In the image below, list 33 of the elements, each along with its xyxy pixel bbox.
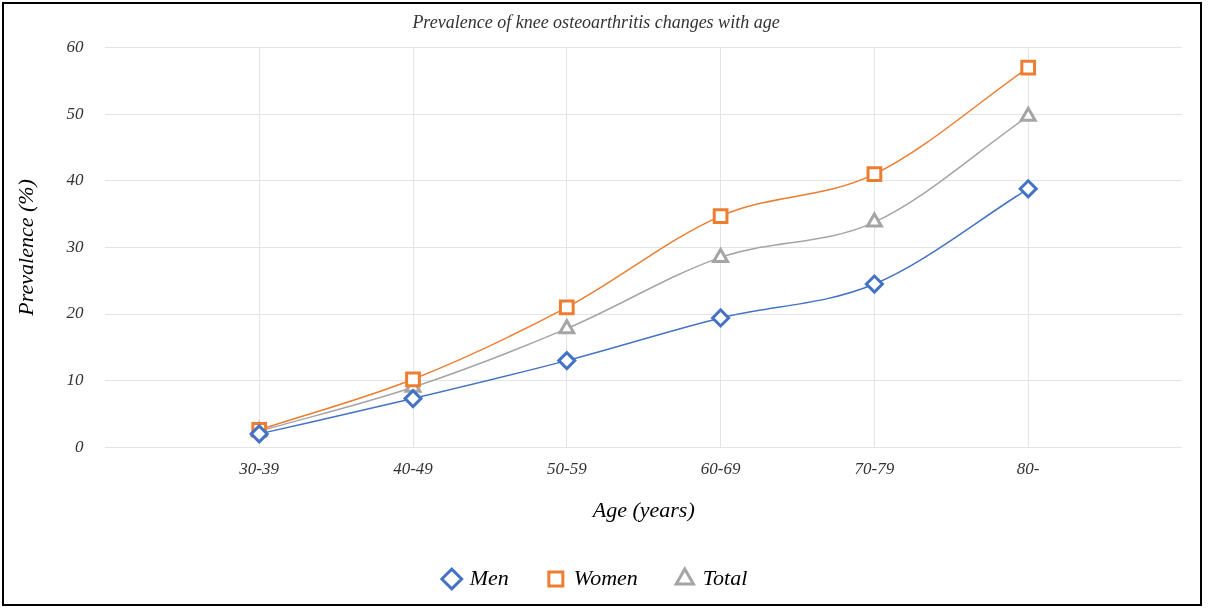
point [865, 212, 883, 228]
point [711, 308, 731, 328]
x-tick-label: 80- [1016, 458, 1040, 478]
point [864, 274, 884, 294]
y-tick-label: 60 [66, 37, 84, 57]
x-tick-label: 50-59 [546, 458, 588, 478]
point [558, 299, 575, 316]
x-tick-label: 70-79 [854, 458, 895, 478]
y-tick-label: 20 [66, 303, 84, 323]
point [1018, 179, 1038, 199]
point [866, 166, 883, 182]
point [1020, 59, 1037, 76]
point [249, 424, 269, 444]
legend-label: Total [702, 564, 748, 590]
point [557, 351, 577, 371]
legend-label: Men [468, 564, 509, 590]
point [712, 208, 729, 224]
point [1019, 106, 1037, 122]
x-tick-label: 60-69 [700, 458, 741, 478]
point [558, 319, 576, 335]
y-tick-label: 50 [66, 103, 84, 123]
y-tick-label: 0 [74, 436, 84, 456]
x-axis-title: Age (years) [590, 496, 695, 522]
y-tick-label: 30 [65, 236, 84, 256]
point [403, 389, 423, 409]
x-tick-label: 30-39 [238, 458, 280, 478]
y-axis-title: Prevalence (%) [12, 179, 38, 317]
x-tick-label: 40-49 [393, 458, 434, 478]
point [405, 371, 421, 388]
chart-title: Prevalence of knee osteoarthritis changes with age [411, 11, 780, 32]
legend-label: Women [573, 564, 638, 590]
y-tick-label: 40 [66, 170, 84, 190]
y-tick-label: 10 [66, 370, 84, 390]
